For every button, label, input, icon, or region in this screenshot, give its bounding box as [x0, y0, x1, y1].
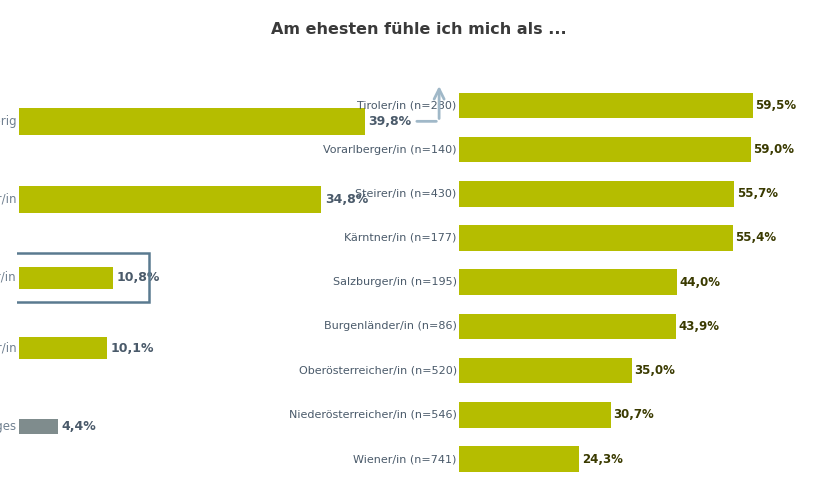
Bar [459, 225, 732, 251]
Text: Oberösterreicher/in (n=520): Oberösterreicher/in (n=520) [298, 366, 457, 375]
Bar [459, 181, 734, 206]
Text: Europäer/in: Europäer/in [0, 271, 17, 284]
Text: Burgenländer/in (n=86): Burgenländer/in (n=86) [323, 321, 457, 331]
Text: 10,1%: 10,1% [111, 342, 154, 355]
Text: Dem jeweiligen Bundesland zugehörig: Dem jeweiligen Bundesland zugehörig [0, 115, 17, 128]
Bar [459, 358, 632, 383]
Text: Wiener/in (n=741): Wiener/in (n=741) [354, 454, 457, 464]
Text: 10,8%: 10,8% [116, 271, 160, 284]
Bar [459, 93, 753, 118]
Text: 35,0%: 35,0% [634, 364, 675, 377]
Text: Steirer/in (n=430): Steirer/in (n=430) [355, 189, 457, 199]
Text: 4,4%: 4,4% [61, 420, 96, 433]
Bar [459, 137, 751, 162]
Text: Sonstiges: Sonstiges [0, 420, 17, 433]
Text: 55,7%: 55,7% [737, 187, 778, 200]
Text: Tiroler/in (n=280): Tiroler/in (n=280) [358, 100, 457, 110]
Bar [459, 269, 676, 295]
Bar [19, 419, 58, 434]
Text: Salzburger/in (n=195): Salzburger/in (n=195) [333, 277, 457, 287]
Text: Vorarlberger/in (n=140): Vorarlberger/in (n=140) [323, 144, 457, 155]
Text: Niederösterreicher/in (n=546): Niederösterreicher/in (n=546) [289, 410, 457, 420]
Text: 55,4%: 55,4% [735, 232, 776, 245]
Bar [19, 267, 113, 289]
Text: 34,8%: 34,8% [324, 193, 368, 206]
Bar [459, 313, 676, 339]
Text: Österreicher/in: Österreicher/in [0, 193, 17, 206]
Text: 43,9%: 43,9% [679, 320, 720, 333]
Bar [459, 446, 579, 472]
Text: 24,3%: 24,3% [582, 452, 623, 466]
Text: Weltbürger/in: Weltbürger/in [0, 342, 17, 355]
Text: 59,0%: 59,0% [753, 143, 794, 156]
Bar [19, 337, 107, 359]
Text: Am ehesten fühle ich mich als ...: Am ehesten fühle ich mich als ... [272, 22, 566, 37]
Text: Kärntner/in (n=177): Kärntner/in (n=177) [344, 233, 457, 243]
Text: 30,7%: 30,7% [613, 408, 654, 421]
Bar [459, 402, 611, 428]
Bar [19, 186, 321, 213]
Text: 39,8%: 39,8% [368, 115, 411, 128]
Text: 59,5%: 59,5% [756, 99, 797, 112]
Text: 44,0%: 44,0% [679, 276, 720, 289]
Bar [19, 108, 365, 135]
